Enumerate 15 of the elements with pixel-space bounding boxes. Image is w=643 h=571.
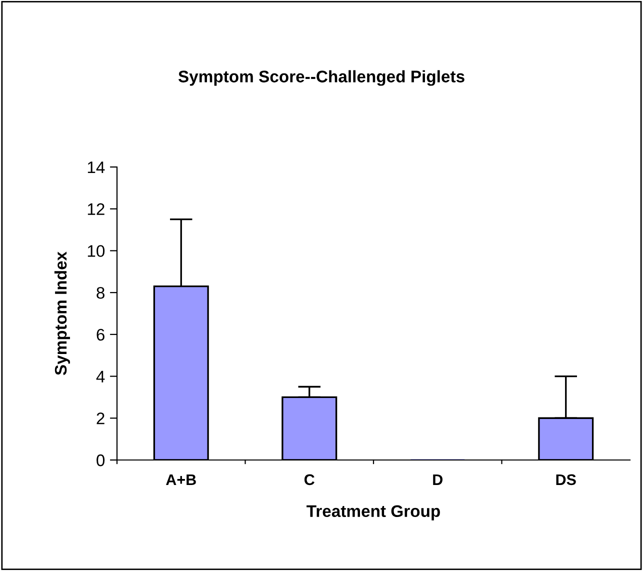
chart-title: Symptom Score--Challenged Piglets	[178, 70, 464, 86]
y-tick-label: 10	[88, 245, 105, 257]
x-tick-label: A+B	[166, 474, 196, 485]
x-tick-label: D	[433, 474, 442, 485]
y-axis-title: Symptom Index	[54, 252, 70, 376]
y-tick-label: 6	[96, 328, 104, 341]
x-axis-title: Treatment Group	[306, 505, 440, 520]
y-tick-label: 2	[96, 412, 104, 424]
y-tick-label: 4	[96, 370, 105, 382]
x-tick-label: DS	[556, 474, 576, 486]
x-tick-label: C	[304, 474, 314, 486]
y-tick-label: 0	[96, 454, 105, 466]
y-tick-label: 14	[88, 162, 105, 174]
y-tick-label: 8	[96, 286, 104, 299]
y-tick-label: 12	[88, 203, 104, 215]
